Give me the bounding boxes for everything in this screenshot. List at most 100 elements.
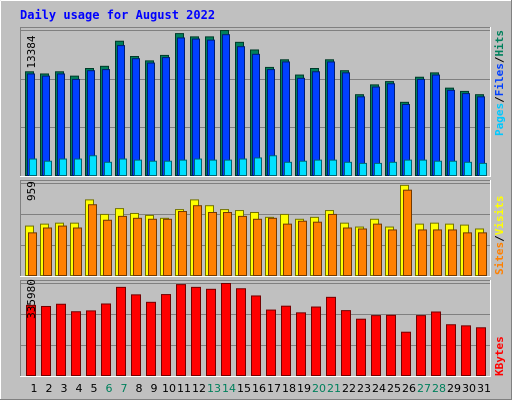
kbytes-bar-day-8 <box>131 294 141 376</box>
legend-pages: Pages <box>493 103 506 136</box>
sites-bar-day-29 <box>448 229 457 276</box>
sites-bar-day-1 <box>28 232 37 276</box>
legend-visits: Visits <box>493 196 506 236</box>
pages-bar-day-30 <box>464 161 472 177</box>
x-tick-label-day-23: 23 <box>357 382 371 395</box>
x-tick-label-day-5: 5 <box>91 382 98 395</box>
files-bar-day-14 <box>222 34 230 176</box>
files-bar-day-13 <box>207 39 215 176</box>
legend-files: Files <box>493 63 506 96</box>
pages-bar-day-12 <box>194 158 202 177</box>
kbytes-bar-day-3 <box>56 303 66 377</box>
sites-bar-day-8 <box>133 217 142 277</box>
kbytes-bar-day-21 <box>326 296 336 376</box>
pages-bar-day-4 <box>74 158 82 177</box>
x-tick-label-day-21: 21 <box>327 382 341 395</box>
sites-bar-day-10 <box>163 218 172 276</box>
files-bar-day-11 <box>177 37 185 177</box>
x-tick-label-day-15: 15 <box>237 382 251 395</box>
x-tick-label-day-4: 4 <box>76 382 83 395</box>
kbytes-bar-day-4 <box>71 311 81 377</box>
x-axis-day-labels: 1 2 3 4 5 6 7 8 9 10 11 12 13 14 15 16 17 18 19 20 21 22 23 24 2… <box>31 382 492 395</box>
sites-bar-day-22 <box>343 227 352 276</box>
x-tick-label-day-13: 13 <box>207 382 221 395</box>
panel-1-bars <box>25 30 487 177</box>
kbytes-bar-day-18 <box>281 305 291 376</box>
legend-text: KBytes <box>493 336 506 376</box>
sites-bar-day-19 <box>298 220 307 276</box>
legend-text: Sites/Visits <box>493 196 506 276</box>
x-tick-label-day-7: 7 <box>121 382 128 395</box>
sites-bar-day-5 <box>88 204 97 276</box>
x-tick-label-day-19: 19 <box>297 382 311 395</box>
sites-bar-day-24 <box>373 223 382 276</box>
sites-bar-day-12 <box>193 205 202 276</box>
kbytes-bar-day-12 <box>191 286 201 376</box>
kbytes-bar-day-28 <box>431 311 441 377</box>
kbytes-bar-day-10 <box>161 294 171 377</box>
sites-bar-day-27 <box>418 229 427 276</box>
pages-bar-day-14 <box>224 159 232 176</box>
sites-bar-day-20 <box>313 221 322 277</box>
files-bar-day-22 <box>342 72 350 176</box>
x-tick-label-day-10: 10 <box>162 382 176 395</box>
files-bar-day-7 <box>117 45 125 177</box>
kbytes-bar-day-9 <box>146 301 156 376</box>
pages-bar-day-24 <box>374 162 382 177</box>
x-tick-label-day-26: 26 <box>402 382 416 395</box>
x-tick-label-day-18: 18 <box>282 382 296 395</box>
kbytes-bar-day-16 <box>251 295 261 376</box>
x-tick-label-day-16: 16 <box>252 382 266 395</box>
panel-hits-files-pages: 13384 Pages/Files/Hits <box>20 27 506 177</box>
sites-bar-day-13 <box>208 211 217 277</box>
sites-bar-day-23 <box>358 228 367 276</box>
pages-bar-day-28 <box>434 160 442 176</box>
pages-bar-day-2 <box>44 160 52 176</box>
kbytes-bar-day-23 <box>356 318 366 376</box>
x-tick-label-day-30: 30 <box>462 382 476 395</box>
pages-bar-day-5 <box>89 155 97 176</box>
panel-3-bars <box>26 283 486 377</box>
kbytes-bar-day-31 <box>476 327 486 376</box>
panel-2-ymax-label: 959 <box>25 181 38 201</box>
x-tick-label-day-11: 11 <box>177 382 191 395</box>
pages-bar-day-10 <box>164 160 172 176</box>
x-tick-label-day-17: 17 <box>267 382 281 395</box>
files-bar-day-2 <box>42 75 50 176</box>
files-bar-day-18 <box>282 61 290 176</box>
sites-bar-day-2 <box>43 227 52 276</box>
sites-bar-day-25 <box>388 229 397 276</box>
x-tick-label-day-22: 22 <box>342 382 356 395</box>
legend-kbytes: KBytes <box>493 336 506 376</box>
legend-separator: / <box>493 235 506 242</box>
files-bar-day-15 <box>237 46 245 177</box>
x-tick-label-day-9: 9 <box>151 382 158 395</box>
pages-bar-day-25 <box>389 161 397 177</box>
pages-bar-day-19 <box>299 160 307 176</box>
legend-text: Pages/Files/Hits <box>493 30 506 136</box>
pages-bar-day-11 <box>179 159 187 176</box>
files-bar-day-10 <box>162 57 170 176</box>
x-tick-label-day-20: 20 <box>312 382 326 395</box>
pages-bar-day-13 <box>209 159 217 176</box>
pages-bar-day-8 <box>134 159 142 176</box>
panel-2-bars <box>25 184 487 277</box>
kbytes-bar-day-6 <box>101 303 111 376</box>
kbytes-bar-day-13 <box>206 288 216 376</box>
pages-bar-day-31 <box>479 162 487 177</box>
sites-bar-day-31 <box>478 232 487 276</box>
sites-bar-day-14 <box>223 211 232 277</box>
sites-bar-day-3 <box>58 225 67 276</box>
sites-bar-day-7 <box>118 215 127 276</box>
pages-bar-day-21 <box>329 159 337 176</box>
x-tick-label-day-27: 27 <box>417 382 431 395</box>
pages-bar-day-26 <box>404 159 412 176</box>
files-bar-day-16 <box>252 53 260 177</box>
pages-bar-day-3 <box>59 158 67 177</box>
kbytes-bar-day-14 <box>221 283 231 376</box>
pages-bar-day-27 <box>419 159 427 176</box>
sites-bar-day-4 <box>73 227 82 276</box>
legend-separator: / <box>493 56 506 63</box>
x-tick-label-day-2: 2 <box>46 382 53 395</box>
